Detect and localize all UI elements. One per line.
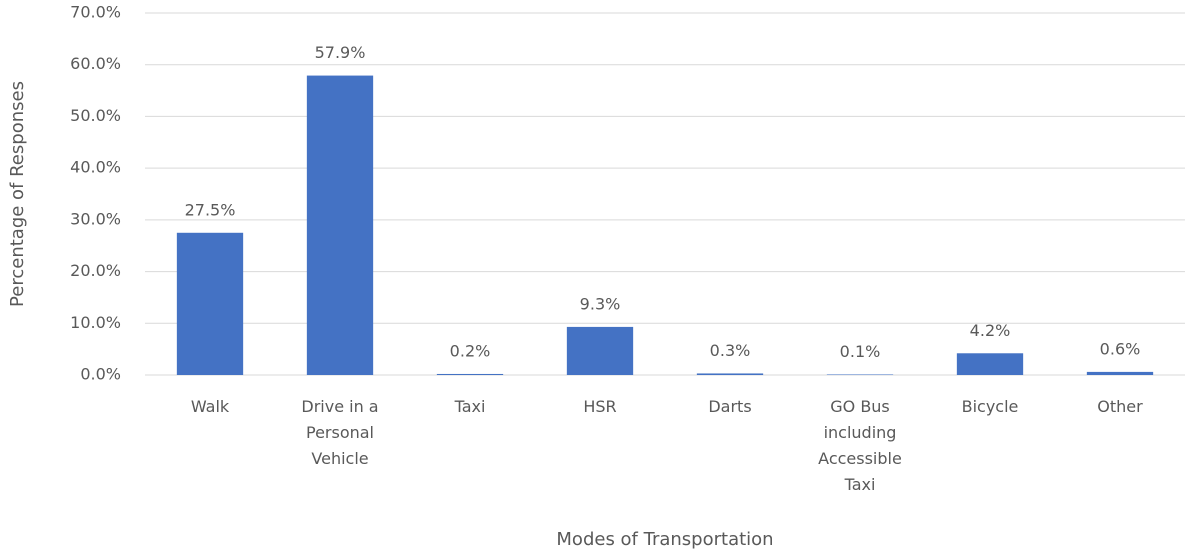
bar (566, 326, 634, 375)
bar (826, 374, 894, 375)
x-axis-title: Modes of Transportation (556, 529, 773, 550)
bar (436, 373, 504, 375)
data-label: 0.1% (840, 342, 881, 361)
y-tick-label: 40.0% (70, 158, 121, 177)
x-tick-label: Walk (191, 397, 230, 416)
x-tick-label: Drive in a Personal Vehicle (301, 397, 378, 468)
bar (1086, 371, 1154, 375)
x-tick-label: Taxi (454, 397, 486, 416)
y-tick-label: 70.0% (70, 3, 121, 22)
y-axis-title: Percentage of Responses (7, 81, 28, 307)
data-label: 27.5% (185, 200, 236, 219)
y-tick-label: 10.0% (70, 313, 121, 332)
y-tick-label: 0.0% (80, 365, 121, 384)
bar (956, 353, 1024, 375)
x-tick-label: Bicycle (962, 397, 1019, 416)
x-tick-label: GO Bus including Accessible Taxi (818, 397, 902, 494)
data-label: 0.2% (450, 341, 491, 360)
data-label: 9.3% (580, 294, 621, 313)
y-tick-label: 50.0% (70, 106, 121, 125)
bar (176, 232, 244, 375)
data-label: 0.6% (1100, 339, 1141, 358)
x-tick-label: Darts (708, 397, 751, 416)
data-label: 57.9% (315, 43, 366, 62)
x-tick-label: Other (1097, 397, 1143, 416)
y-tick-label: 30.0% (70, 209, 121, 228)
data-label: 4.2% (970, 321, 1011, 340)
bar (306, 75, 374, 376)
y-tick-label: 60.0% (70, 54, 121, 73)
y-tick-label: 20.0% (70, 261, 121, 280)
bar (696, 373, 764, 375)
x-tick-label: HSR (583, 397, 616, 416)
data-label: 0.3% (710, 341, 751, 360)
